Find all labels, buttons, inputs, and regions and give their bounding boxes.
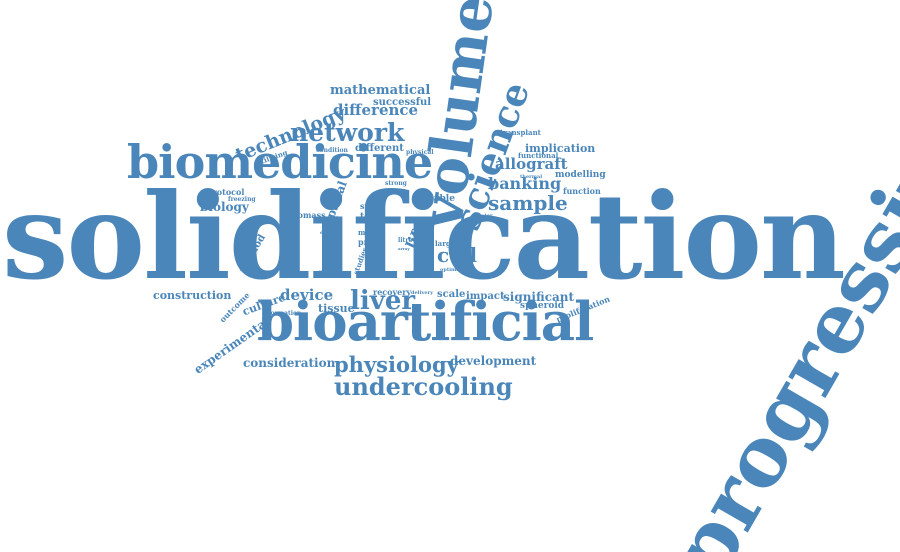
word-study: study <box>360 201 385 211</box>
word-formation: formation <box>268 310 302 317</box>
word-solidification: solidification <box>2 167 846 306</box>
word-phase: phase <box>416 225 430 230</box>
word-banking: banking <box>488 174 562 193</box>
word-tissue: tissue <box>318 302 355 315</box>
word-mathematical: mathematical <box>330 83 431 98</box>
word-different: different <box>355 143 404 154</box>
word-rapid: rapid <box>410 231 422 236</box>
word-cell: cell <box>437 243 478 267</box>
word-progressive: progressive <box>651 86 900 552</box>
word-freezing: freezing <box>228 196 256 203</box>
word-biomass: biomass <box>289 210 326 220</box>
word-functional: functional <box>518 151 559 160</box>
word-strong: strong <box>385 180 407 187</box>
word-array: array <box>398 246 410 251</box>
word-modelling: modelling <box>555 170 606 180</box>
word-topic: topic <box>360 212 386 222</box>
word-device: device <box>280 286 334 304</box>
word-sample: sample <box>488 191 568 215</box>
word-function: function <box>563 186 601 196</box>
word-optimal: optimal <box>440 267 462 273</box>
word-allograft: allograft <box>495 155 568 173</box>
word-litre: litre <box>398 237 413 244</box>
word-protocol: protocol <box>207 187 245 197</box>
word-physical: physical <box>406 149 434 156</box>
word-spheroid: spheroid <box>520 301 565 311</box>
word-current: current <box>318 269 340 275</box>
word-transplant: transplant <box>500 128 541 137</box>
word-greater: greater <box>472 213 493 219</box>
word-ethical: ethical <box>320 230 340 236</box>
word-condition: condition <box>316 147 348 154</box>
word-physiology: physiology <box>334 352 459 377</box>
word-bioartificial: bioartificial <box>257 291 594 353</box>
word-biology: biology <box>200 200 249 214</box>
word-development: development <box>450 354 537 368</box>
word-larger: larger <box>435 239 459 248</box>
word-thermal: thermal <box>520 174 543 180</box>
word-proc: proc <box>358 237 379 247</box>
word-recovery: recovery <box>373 287 412 297</box>
word-undercooling: undercooling <box>334 372 513 401</box>
word-viable: viable <box>425 194 455 204</box>
word-liver: liver <box>350 286 416 316</box>
word-biomedicine: biomedicine <box>127 135 433 189</box>
word-significant: significant <box>503 290 575 304</box>
word-successful: successful <box>373 97 432 108</box>
word-scale: scale <box>437 289 466 300</box>
word-impact: impact <box>466 291 505 302</box>
word-system: system <box>412 269 432 275</box>
word-difference: difference <box>333 101 419 119</box>
word-more: more <box>358 228 379 237</box>
word-implication: implication <box>525 142 596 155</box>
word-construction: construction <box>153 289 232 302</box>
word-delivery: delivery <box>411 290 434 296</box>
word-consideration: consideration <box>243 356 336 370</box>
word-network: network <box>290 118 405 147</box>
